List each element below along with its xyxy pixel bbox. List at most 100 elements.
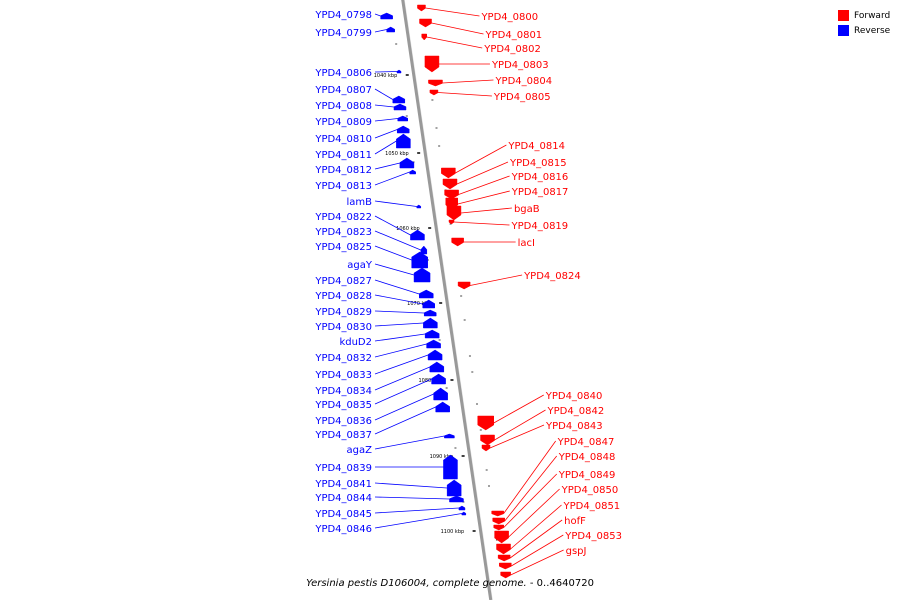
reverse-gene <box>431 373 446 385</box>
scale-tick-label: 1080 kbp <box>418 378 442 384</box>
reverse-leader <box>374 279 420 295</box>
forward-gene-label: YPD4_0842 <box>547 406 605 417</box>
forward-gene-label: YPD4_0804 <box>494 76 552 87</box>
reverse-gene <box>396 125 410 134</box>
reverse-gene-label: YPD4_0811 <box>314 150 372 161</box>
reverse-leader <box>374 482 448 489</box>
forward-swatch <box>838 10 849 21</box>
reverse-gene-label: YPD4_0841 <box>314 479 372 490</box>
legend-reverse-label: Reverse <box>854 25 891 36</box>
reverse-gene-label: YPD4_0844 <box>314 493 372 504</box>
reverse-gene-label: YPD4_0834 <box>314 386 372 397</box>
reverse-leader <box>374 366 430 391</box>
forward-gene <box>446 205 462 221</box>
forward-gene-label: YPD4_0851 <box>563 501 621 512</box>
forward-gene-label: YPD4_0819 <box>511 221 569 232</box>
reverse-gene-label: YPD4_0837 <box>314 430 372 441</box>
reverse-gene <box>410 229 425 241</box>
reverse-gene-label: YPD4_0827 <box>314 276 372 287</box>
forward-leader <box>504 455 558 522</box>
legend-forward-label: Forward <box>854 10 891 21</box>
reverse-leader <box>374 245 412 261</box>
reverse-gene-label: lamB <box>346 197 372 208</box>
reverse-gene <box>444 433 455 439</box>
reverse-leader <box>374 294 423 305</box>
reverse-gene <box>396 69 402 74</box>
reverse-gene <box>380 12 393 20</box>
reverse-gene <box>423 317 438 329</box>
reverse-leader <box>374 129 398 139</box>
reverse-leader <box>374 496 450 500</box>
forward-gene <box>428 79 443 87</box>
reverse-gene <box>399 157 415 169</box>
reverse-gene-label: YPD4_0813 <box>314 181 372 192</box>
forward-gene-label: YPD4_0840 <box>545 391 603 402</box>
reverse-leader <box>374 118 398 122</box>
reverse-leader <box>374 162 401 170</box>
forward-gene <box>480 434 495 446</box>
reverse-gene <box>396 133 411 149</box>
reverse-leader <box>374 393 434 421</box>
forward-gene <box>441 167 456 179</box>
forward-leader <box>493 394 544 424</box>
reverse-gene <box>392 95 406 104</box>
reverse-gene-label: YPD4_0799 <box>314 28 372 39</box>
reverse-gene-label: YPD4_0829 <box>314 307 372 318</box>
forward-leader <box>494 409 546 441</box>
forward-gene-label: YPD4_0801 <box>485 30 543 41</box>
forward-leader <box>511 534 564 567</box>
reverse-gene <box>446 479 462 497</box>
forward-gene <box>493 524 504 531</box>
forward-gene-label: lacI <box>518 238 535 249</box>
forward-leader <box>508 488 560 538</box>
reverse-gene-label: YPD4_0830 <box>314 322 372 333</box>
reverse-leader <box>374 310 425 314</box>
reverse-gene <box>427 349 443 361</box>
scale-tick-label: 1090 kbp <box>430 454 454 460</box>
forward-leader <box>460 207 512 214</box>
forward-gene <box>444 189 459 200</box>
forward-gene-label: YPD4_0817 <box>511 187 569 198</box>
reverse-gene-label: agaY <box>347 260 373 271</box>
reverse-gene-label: YPD4_0828 <box>314 291 372 302</box>
forward-gene-label: YPD4_0816 <box>511 172 569 183</box>
reverse-leader <box>374 343 427 358</box>
organism-name: Yersinia pestis D106004, complete genome… <box>306 578 527 589</box>
reverse-gene <box>458 505 466 511</box>
forward-leader <box>458 175 510 195</box>
forward-leader <box>510 549 564 576</box>
forward-gene-label: hofF <box>564 516 586 527</box>
legend-reverse: Reverse <box>838 23 900 38</box>
forward-leader <box>426 36 483 49</box>
reverse-gene <box>424 329 440 339</box>
reverse-leader <box>374 88 394 100</box>
reverse-leader <box>374 29 387 33</box>
forward-leader <box>509 519 563 559</box>
reverse-gene <box>423 309 437 317</box>
forward-leader <box>425 7 480 17</box>
reverse-gene <box>413 267 431 283</box>
reverse-gene <box>419 289 434 299</box>
scale-tick-label: 1050 kbp <box>385 151 409 157</box>
reverse-gene-label: YPD4_0812 <box>314 165 372 176</box>
forward-gene <box>492 517 505 525</box>
forward-gene <box>491 510 504 517</box>
forward-gene-label: YPD4_0847 <box>557 437 615 448</box>
genome-range: - 0..4640720 <box>526 578 594 589</box>
forward-leader <box>457 190 510 205</box>
reverse-gene-label: YPD4_0810 <box>314 134 372 145</box>
reverse-leader <box>374 354 429 375</box>
forward-leader <box>510 504 562 550</box>
forward-gene-label: bgaB <box>514 204 540 215</box>
forward-leader <box>470 274 523 286</box>
reverse-gene-label: YPD4_0809 <box>314 117 372 128</box>
reverse-gene-label: YPD4_0823 <box>314 227 372 238</box>
reverse-leader <box>374 104 395 108</box>
legend: Forward Reverse <box>838 8 900 38</box>
reverse-leader <box>374 513 462 529</box>
forward-leader <box>455 144 507 174</box>
reverse-leader <box>374 140 397 155</box>
reverse-gene-label: YPD4_0832 <box>314 353 372 364</box>
scale-tick-label: 1040 kbp <box>374 73 398 79</box>
reverse-leader <box>374 378 432 405</box>
